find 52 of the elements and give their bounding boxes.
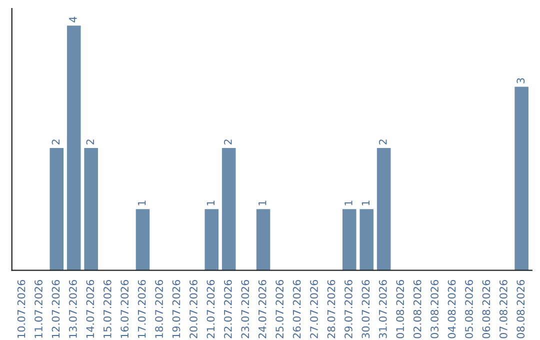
data-label: 1 xyxy=(258,200,266,206)
data-label: 2 xyxy=(224,140,232,144)
bar xyxy=(342,209,356,270)
x-tick-label: 30.07.2026 xyxy=(362,280,370,338)
x-tick-label: 04.08.2026 xyxy=(448,280,456,338)
data-label: 2 xyxy=(52,140,60,144)
bar xyxy=(84,148,98,270)
x-tick-label: 06.08.2026 xyxy=(482,280,490,338)
x-tick-label: 07.08.2026 xyxy=(499,280,508,338)
bar xyxy=(514,86,528,270)
x-tick-label: 10.07.2026 xyxy=(17,280,26,338)
data-label: 1 xyxy=(344,200,352,206)
bar xyxy=(136,209,150,270)
data-label: 1 xyxy=(138,200,146,206)
bar xyxy=(360,209,374,270)
bar xyxy=(66,26,81,270)
data-label: 3 xyxy=(516,78,525,84)
x-tick-label: 02.08.2026 xyxy=(413,280,422,338)
x-tick-label: 29.07.2026 xyxy=(344,280,352,338)
x-tick-label: 16.07.2026 xyxy=(120,280,129,338)
x-tick-label: 05.08.2026 xyxy=(465,280,473,338)
x-tick-label: 22.07.2026 xyxy=(224,280,232,338)
bar xyxy=(50,148,64,270)
bar xyxy=(376,148,391,270)
x-tick-label: 08.08.2026 xyxy=(516,280,525,338)
x-tick-label: 21.07.2026 xyxy=(206,280,215,338)
bar xyxy=(256,209,270,270)
x-tick-label: 17.07.2026 xyxy=(138,280,146,338)
x-tick-label: 27.07.2026 xyxy=(310,280,318,338)
data-label: 2 xyxy=(86,140,94,144)
x-tick-label: 31.07.2026 xyxy=(378,280,387,338)
x-tick-label: 03.08.2026 xyxy=(430,280,438,338)
x-tick-label: 12.07.2026 xyxy=(52,280,60,338)
x-tick-label: 13.07.2026 xyxy=(69,280,77,338)
data-label: 1 xyxy=(362,200,370,206)
bar xyxy=(204,209,219,270)
x-tick-label: 24.07.2026 xyxy=(258,280,266,338)
data-label: 4 xyxy=(69,16,77,22)
x-tick-label: 19.07.2026 xyxy=(172,280,180,338)
x-tick-label: 14.07.2026 xyxy=(86,280,94,338)
x-tick-label: 23.07.2026 xyxy=(241,280,250,338)
data-label: 2 xyxy=(378,140,387,144)
x-tick-label: 18.07.2026 xyxy=(155,280,163,338)
bar xyxy=(222,148,236,270)
x-tick-label: 11.07.2026 xyxy=(34,280,42,338)
x-tick-label: 15.07.2026 xyxy=(103,280,112,338)
x-tick-label: 25.07.2026 xyxy=(276,280,284,338)
x-tick-label: 20.07.2026 xyxy=(190,280,198,338)
x-tick-label: 28.07.2026 xyxy=(327,280,336,338)
x-tick-label: 26.07.2026 xyxy=(292,280,301,338)
x-tick-label: 01.08.2026 xyxy=(396,280,404,338)
data-label: 1 xyxy=(206,200,214,206)
